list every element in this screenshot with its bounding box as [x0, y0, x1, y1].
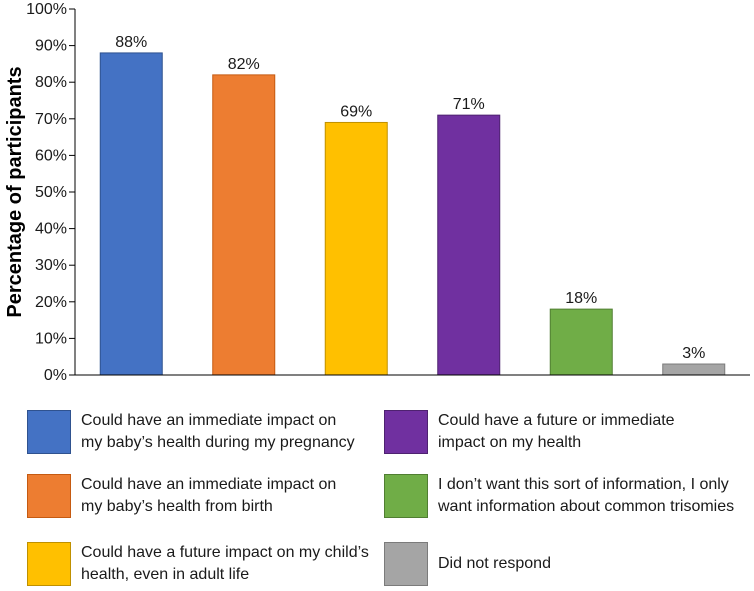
y-tick-label: 60%: [35, 147, 67, 164]
data-label-6: 3%: [682, 345, 705, 362]
legend-swatch: [384, 542, 428, 586]
bar-chart: Percentage of participants 0% 10% 20% 30% 40…: [4, 1, 750, 384]
y-tick-label: 90%: [35, 38, 67, 55]
legend-item-2: Could have an immediate impact on my bab…: [27, 474, 336, 518]
bar-5: [549, 308, 613, 376]
y-tick-label: 40%: [35, 221, 67, 238]
legend-label: Could have an immediate impact on my bab…: [81, 412, 355, 451]
y-tick-label: 100%: [26, 1, 67, 18]
y-axis-ticks: 0% 10% 20% 30% 40% 50% 60% 70% 80% 90% 100%: [26, 1, 75, 384]
legend-swatch: [27, 410, 71, 454]
bar-6: [662, 363, 726, 376]
bar-4: [437, 114, 501, 376]
data-label-3: 69%: [340, 103, 372, 120]
legend: Could have an immediate impact on my bab…: [0, 395, 754, 591]
y-axis-label: Percentage of participants: [4, 66, 26, 317]
legend-label: Did not respond: [438, 555, 551, 572]
bar-1: [99, 52, 163, 376]
y-tick-label: 20%: [35, 294, 67, 311]
data-labels: 88% 82% 69% 71% 18% 3%: [115, 34, 705, 362]
legend-swatch: [27, 542, 71, 586]
legend-label: I don’t want this sort of information, I…: [438, 476, 735, 515]
legend-label: Could have an immediate impact on my bab…: [81, 476, 337, 515]
legend-label: Could have a future impact on my child’s…: [81, 544, 369, 583]
bars: [99, 52, 726, 376]
bar-3: [324, 121, 388, 376]
legend-item-3: Could have a future impact on my child’s…: [27, 542, 369, 586]
legend-item-1: Could have an immediate impact on my bab…: [27, 410, 355, 454]
y-tick-label: 10%: [35, 330, 67, 347]
legend-swatch: [27, 474, 71, 518]
data-label-1: 88%: [115, 34, 147, 51]
y-tick-label: 80%: [35, 74, 67, 91]
legend-item-4: Could have a future or immediate impact …: [384, 410, 675, 454]
data-label-4: 71%: [453, 96, 485, 113]
data-label-5: 18%: [565, 290, 597, 307]
legend-item-5: I don’t want this sort of information, I…: [384, 474, 734, 518]
legend-item-6: Did not respond: [384, 542, 551, 586]
y-tick-label: 0%: [44, 367, 67, 384]
legend-swatch: [384, 474, 428, 518]
y-tick-label: 30%: [35, 257, 67, 274]
legend-label: Could have a future or immediate impact …: [438, 412, 675, 451]
legend-swatch: [384, 410, 428, 454]
data-label-2: 82%: [228, 56, 260, 73]
y-tick-label: 50%: [35, 184, 67, 201]
y-tick-label: 70%: [35, 111, 67, 128]
bar-2: [212, 74, 276, 376]
